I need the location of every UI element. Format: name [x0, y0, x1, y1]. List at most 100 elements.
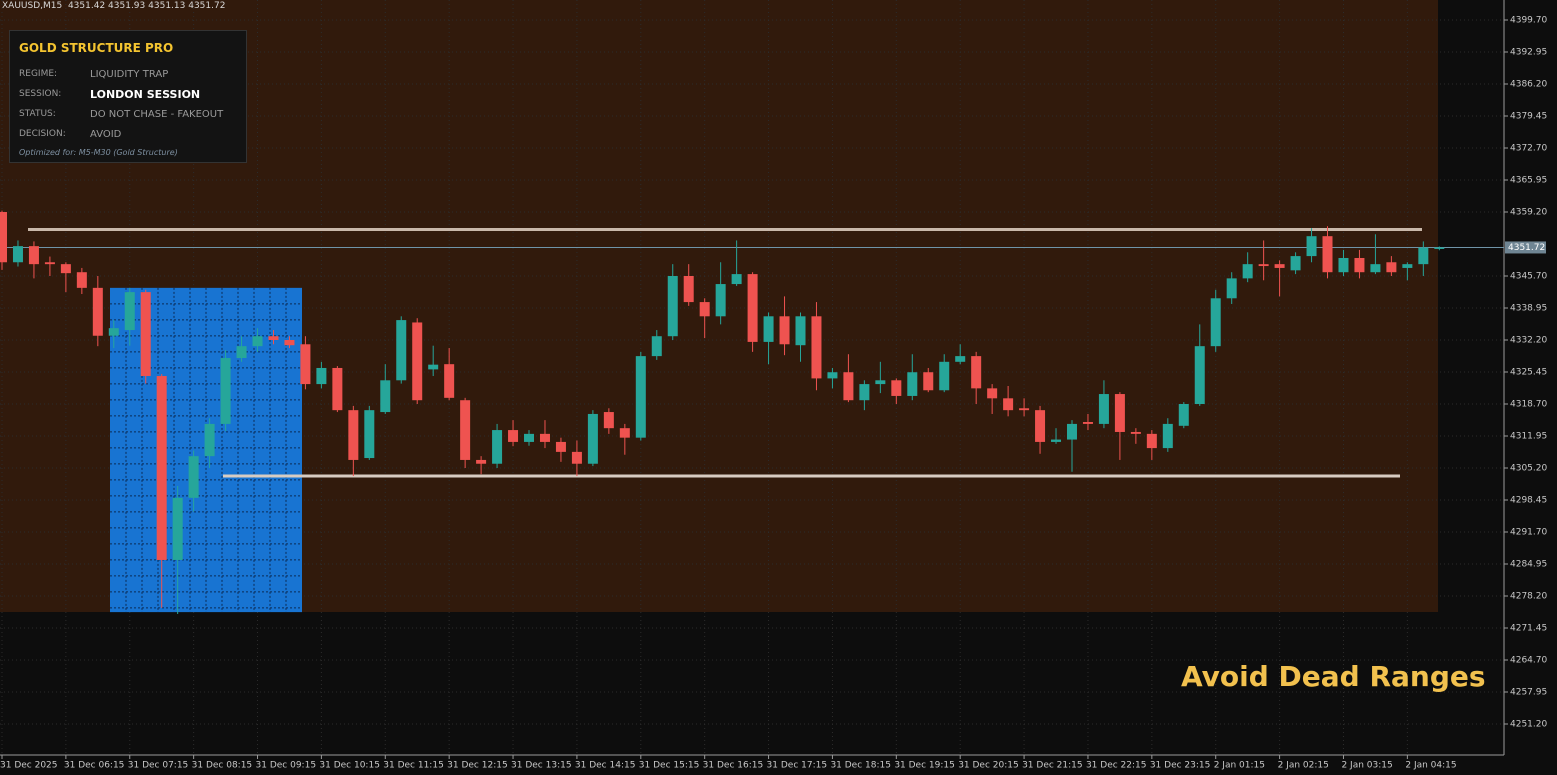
x-tick-label: 31 Dec 18:15 — [830, 761, 891, 771]
candle-body — [1386, 262, 1397, 273]
x-tick-label: 31 Dec 14:15 — [575, 761, 636, 771]
candle-body — [524, 433, 535, 442]
y-tick-label: 4257.95 — [1510, 687, 1547, 697]
panel-row: DECISION: AVOID — [19, 124, 237, 144]
candle-body — [508, 430, 519, 442]
candle-body — [667, 276, 678, 337]
candle-body — [651, 336, 662, 357]
candle-body — [124, 292, 135, 331]
y-tick-label: 4359.20 — [1510, 208, 1547, 218]
symbol-header: XAUUSD,M15 4351.42 4351.93 4351.13 4351.… — [2, 1, 225, 11]
candle-body — [300, 344, 311, 385]
last-close: 4351.72 — [188, 1, 226, 11]
y-tick-label: 4291.70 — [1510, 527, 1547, 537]
x-tick-label: 31 Dec 21:15 — [1022, 761, 1083, 771]
x-tick-label: 2 Jan 02:15 — [1278, 761, 1329, 771]
candle-body — [492, 430, 503, 464]
price-label: 4351.72 — [1508, 243, 1545, 253]
candle-body — [348, 410, 359, 460]
x-tick-label: 31 Dec 12:15 — [447, 761, 508, 771]
x-tick-label: 31 Dec 2025 — [0, 761, 58, 771]
x-tick-label: 31 Dec 15:15 — [639, 761, 700, 771]
candle-body — [843, 372, 854, 401]
y-tick-label: 4298.45 — [1510, 495, 1547, 505]
candle-body — [28, 246, 39, 265]
candle-body — [364, 410, 375, 459]
candle-body — [332, 367, 343, 411]
y-tick-label: 4386.20 — [1510, 80, 1547, 90]
x-tick-label: 2 Jan 03:15 — [1341, 761, 1392, 771]
candle-body — [156, 376, 167, 560]
candle-body — [476, 459, 487, 464]
candle-body — [603, 412, 614, 429]
y-tick-label: 4325.45 — [1510, 368, 1547, 378]
x-tick-label: 31 Dec 16:15 — [703, 761, 764, 771]
candle-body — [875, 380, 886, 385]
candle-body — [460, 400, 471, 460]
y-tick-label: 4311.95 — [1510, 431, 1547, 441]
x-tick-label: 31 Dec 23:15 — [1150, 761, 1211, 771]
y-tick-label: 4338.95 — [1510, 304, 1547, 314]
candle-body — [1210, 298, 1221, 347]
y-tick-label: 4332.20 — [1510, 336, 1547, 346]
info-panel: GOLD STRUCTURE PRO REGIME: LIQUIDITY TRAP… — [9, 30, 247, 163]
candle-body — [412, 322, 423, 401]
y-tick-label: 4278.20 — [1510, 591, 1547, 601]
banner: Avoid Dead Ranges — [1181, 660, 1486, 693]
candle-body — [1306, 236, 1317, 257]
row-value: LIQUIDITY TRAP — [90, 68, 169, 80]
x-tick-label: 31 Dec 11:15 — [383, 761, 444, 771]
candle-body — [1258, 264, 1269, 267]
row-label: DECISION: — [19, 129, 66, 139]
y-tick-label: 4305.20 — [1510, 463, 1547, 473]
candle-body — [1402, 264, 1413, 268]
candle-body — [1434, 247, 1445, 249]
candle-body — [699, 302, 710, 317]
y-tick-label: 4365.95 — [1510, 176, 1547, 186]
x-tick-label: 2 Jan 04:15 — [1405, 761, 1456, 771]
candle-body — [1338, 257, 1349, 273]
candle-body — [444, 364, 455, 398]
panel-row: REGIME: LIQUIDITY TRAP — [19, 64, 237, 84]
candle-body — [1146, 433, 1157, 449]
candle-body — [907, 372, 918, 396]
candle-body — [1370, 264, 1381, 273]
x-tick-label: 31 Dec 19:15 — [894, 761, 955, 771]
candle-body — [1082, 422, 1093, 424]
row-label: REGIME: — [19, 69, 58, 79]
candle-body — [188, 456, 199, 498]
candle-body — [555, 441, 566, 452]
candle-body — [92, 287, 103, 336]
candle-body — [60, 264, 71, 274]
candle-body — [571, 451, 582, 464]
candle-body — [1066, 423, 1077, 440]
x-tick-label: 31 Dec 06:15 — [64, 761, 125, 771]
candle-body — [1322, 236, 1333, 273]
panel-title: GOLD STRUCTURE PRO — [19, 41, 174, 55]
x-tick-label: 31 Dec 08:15 — [192, 761, 253, 771]
y-tick-label: 4318.70 — [1510, 400, 1547, 410]
y-tick-label: 4345.70 — [1510, 272, 1547, 282]
candle-body — [1051, 439, 1062, 442]
candle-body — [1114, 394, 1125, 432]
candle-body — [971, 356, 982, 389]
row-value: DO NOT CHASE - FAKEOUT — [90, 108, 224, 120]
row-label: STATUS: — [19, 109, 56, 119]
candle-body — [44, 262, 55, 265]
candle-body — [1226, 278, 1237, 299]
candle-body — [779, 316, 790, 345]
candle-body — [635, 356, 646, 438]
y-tick-label: 4251.20 — [1510, 719, 1547, 729]
row-value: AVOID — [90, 128, 122, 140]
candle-body — [811, 316, 822, 379]
candle-body — [396, 320, 407, 381]
candle-body — [1162, 423, 1173, 449]
candle-body — [587, 413, 598, 464]
candle-body — [1242, 264, 1253, 279]
candle-body — [939, 361, 950, 391]
candle-body — [955, 356, 966, 362]
candle-body — [1035, 410, 1046, 442]
candle-body — [284, 340, 295, 346]
candle-body — [891, 380, 902, 396]
y-tick-label: 4284.95 — [1510, 559, 1547, 569]
